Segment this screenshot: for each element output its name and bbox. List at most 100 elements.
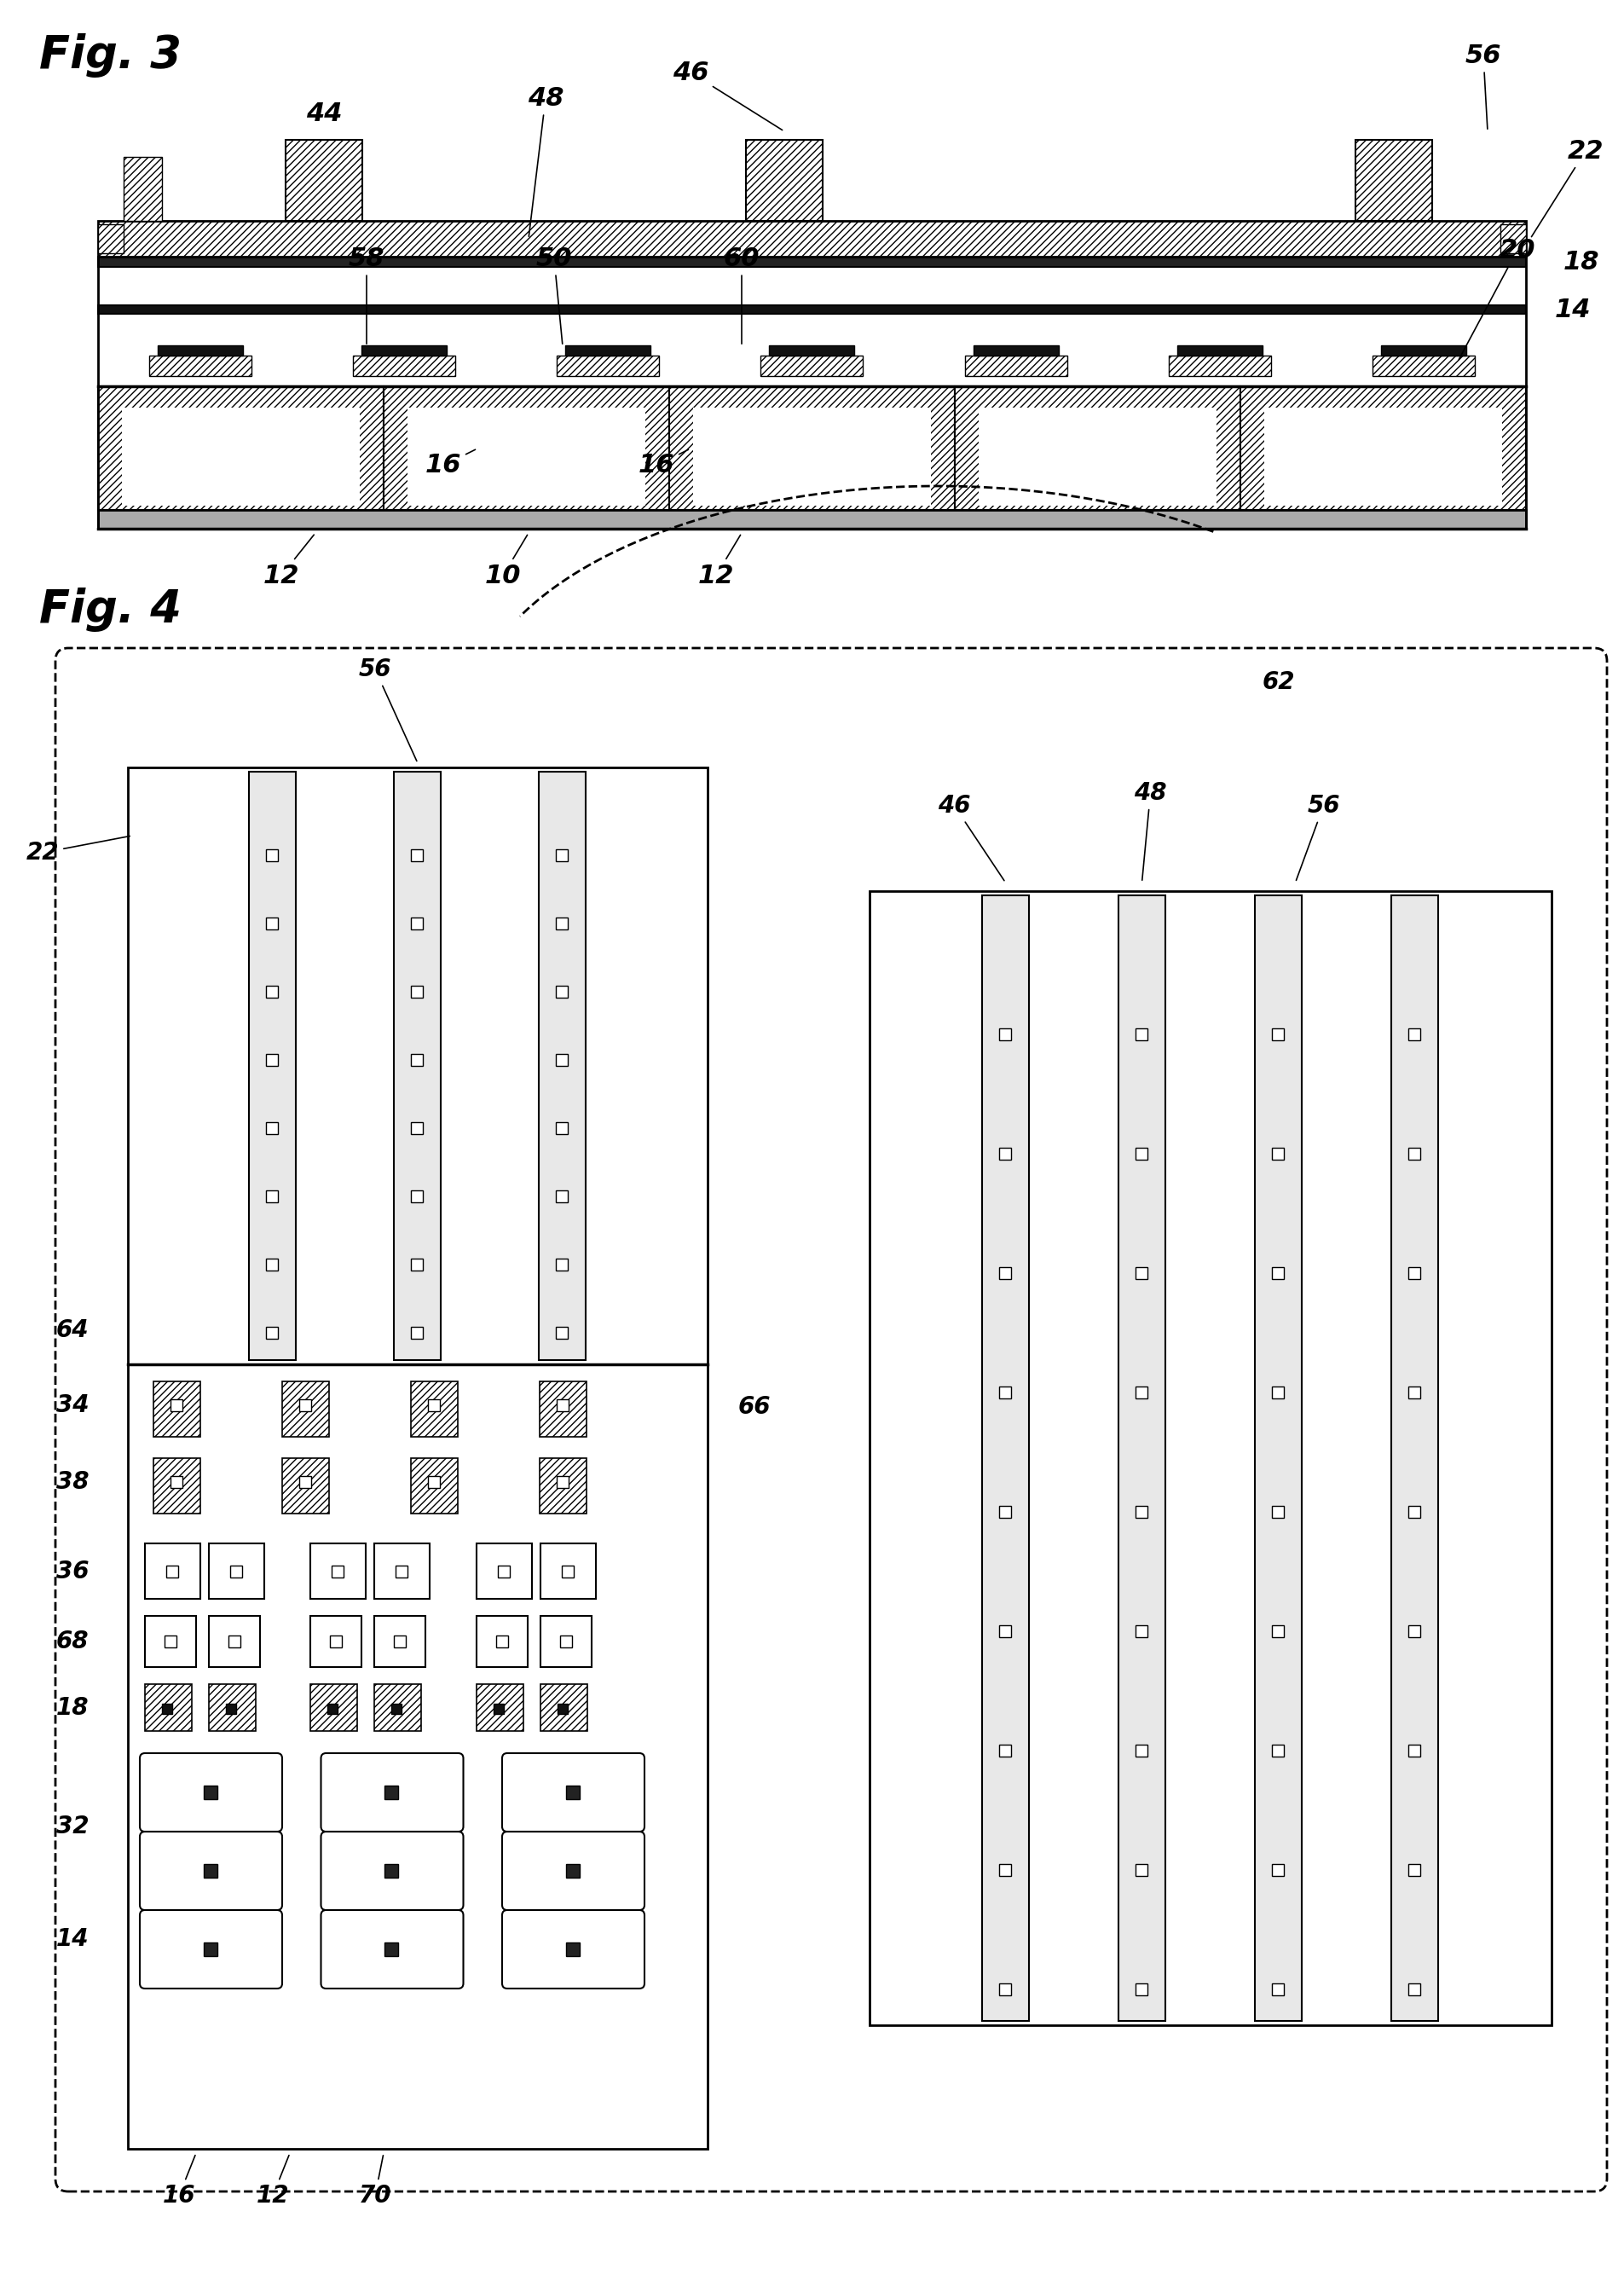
Bar xyxy=(229,1635,240,1647)
Bar xyxy=(1408,1984,1419,1996)
Bar xyxy=(555,1259,568,1271)
Text: 12: 12 xyxy=(257,2156,289,2208)
Bar xyxy=(203,1943,218,1957)
Bar xyxy=(1272,1864,1283,1875)
Bar xyxy=(266,849,278,862)
Bar xyxy=(1408,1387,1419,1398)
Bar xyxy=(1135,1864,1147,1875)
Bar xyxy=(869,892,1551,2026)
Bar xyxy=(427,1398,440,1412)
Bar xyxy=(374,1683,421,1731)
Bar xyxy=(164,1635,177,1647)
Text: 22: 22 xyxy=(1531,139,1603,237)
Bar xyxy=(1408,1745,1419,1756)
Bar xyxy=(123,157,162,221)
Bar xyxy=(559,1635,572,1647)
Text: 18: 18 xyxy=(55,1697,89,1720)
Bar xyxy=(1408,1864,1419,1875)
Bar xyxy=(495,1635,507,1647)
Bar xyxy=(1239,385,1525,511)
Text: 50: 50 xyxy=(536,246,572,344)
Bar xyxy=(557,1476,568,1487)
Bar xyxy=(310,1615,362,1667)
Bar xyxy=(999,1029,1012,1040)
Bar xyxy=(1354,139,1431,221)
Bar xyxy=(494,1704,503,1713)
Bar xyxy=(476,1615,528,1667)
Bar xyxy=(955,385,1239,511)
Bar xyxy=(411,1458,458,1515)
Bar xyxy=(1408,1626,1419,1638)
Text: 66: 66 xyxy=(737,1396,770,1419)
Bar xyxy=(565,344,650,356)
Bar xyxy=(411,917,422,928)
Bar xyxy=(999,1387,1012,1398)
Text: 68: 68 xyxy=(55,1629,89,1654)
Bar xyxy=(1135,1387,1147,1398)
Text: 14: 14 xyxy=(55,1927,89,1950)
Bar xyxy=(283,1458,330,1515)
Bar xyxy=(1135,1984,1147,1996)
Bar xyxy=(331,1565,344,1578)
Bar xyxy=(352,356,455,376)
Bar xyxy=(999,1984,1012,1996)
Bar xyxy=(391,1704,401,1713)
Bar xyxy=(209,1683,255,1731)
Bar xyxy=(1272,1626,1283,1638)
Text: 46: 46 xyxy=(672,59,781,130)
Bar xyxy=(983,896,1030,2021)
Text: 70: 70 xyxy=(359,2156,391,2208)
Bar xyxy=(539,1382,586,1437)
Bar xyxy=(669,385,955,511)
Bar xyxy=(149,356,252,376)
Bar xyxy=(476,1683,523,1731)
Bar xyxy=(760,356,862,376)
Bar xyxy=(1119,896,1164,2021)
Bar xyxy=(497,1565,510,1578)
Bar xyxy=(1135,1268,1147,1280)
Text: 16: 16 xyxy=(162,2156,195,2208)
Bar xyxy=(1272,1387,1283,1398)
Bar xyxy=(97,306,1525,315)
Bar xyxy=(1392,896,1437,2021)
Bar xyxy=(693,408,931,506)
Bar xyxy=(557,1704,567,1713)
Bar xyxy=(411,1122,422,1134)
Bar xyxy=(1135,1505,1147,1517)
Bar xyxy=(411,849,422,862)
Text: 18: 18 xyxy=(1562,249,1598,274)
Bar xyxy=(539,1544,596,1599)
FancyBboxPatch shape xyxy=(502,1832,645,1909)
Bar xyxy=(565,1786,580,1800)
Text: 16: 16 xyxy=(425,449,476,479)
Bar xyxy=(162,1704,172,1713)
Text: 16: 16 xyxy=(638,449,689,479)
Bar xyxy=(1168,356,1270,376)
Bar xyxy=(1272,1984,1283,1996)
Bar xyxy=(562,1565,573,1578)
Bar xyxy=(97,511,1525,529)
Bar xyxy=(374,1615,425,1667)
Bar xyxy=(395,771,442,1359)
Bar xyxy=(266,1191,278,1202)
Text: 32: 32 xyxy=(55,1816,89,1838)
Bar xyxy=(1135,1147,1147,1159)
Text: 34: 34 xyxy=(55,1394,89,1417)
Text: 56: 56 xyxy=(1296,794,1340,880)
Bar xyxy=(266,1122,278,1134)
Bar xyxy=(999,1745,1012,1756)
Bar xyxy=(385,1786,398,1800)
Bar xyxy=(1272,1147,1283,1159)
Bar xyxy=(1272,1505,1283,1517)
Bar xyxy=(1255,896,1301,2021)
Text: 48: 48 xyxy=(1134,780,1166,880)
Bar xyxy=(374,1544,430,1599)
Bar xyxy=(266,1054,278,1065)
Bar xyxy=(153,1458,200,1515)
Text: 20: 20 xyxy=(1458,237,1535,360)
Bar xyxy=(226,1704,235,1713)
Bar xyxy=(158,344,242,356)
Bar xyxy=(128,766,706,2149)
Bar xyxy=(266,1328,278,1339)
Text: 60: 60 xyxy=(723,246,760,344)
